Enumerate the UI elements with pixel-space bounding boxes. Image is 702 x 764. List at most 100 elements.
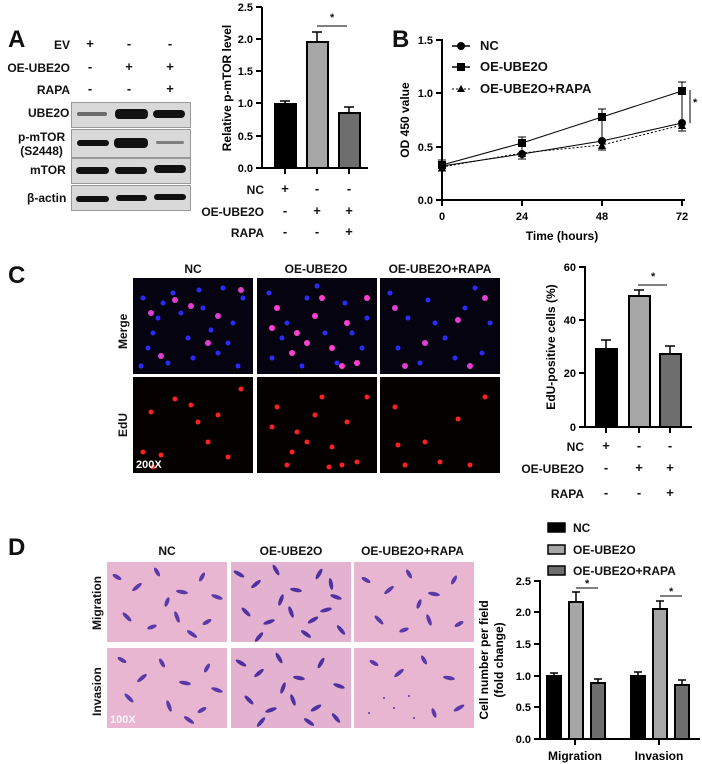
significance-star: * — [330, 12, 335, 24]
blot-row-label-sub: (S2448) — [20, 144, 63, 158]
svg-text:2.0: 2.0 — [516, 607, 531, 619]
svg-text:0.5: 0.5 — [516, 702, 531, 714]
svg-text:2.0: 2.0 — [238, 34, 253, 46]
svg-text:48: 48 — [596, 211, 608, 223]
legend-nc: NC — [573, 521, 591, 535]
merge-image-oe-ube2o — [257, 278, 377, 374]
blot-condition-label: EV — [53, 38, 70, 52]
bar-sign: + — [666, 460, 674, 475]
transwell-bar-chart-svg: 2.5 2.0 1.5 1.0 0.5 0.0 Cell number per fiel… — [477, 522, 700, 763]
blot-condition-label: RAPA — [36, 83, 70, 97]
panel-c-letter: C — [8, 262, 26, 289]
significance-star-invasion: * — [669, 586, 674, 598]
svg-text:0: 0 — [570, 422, 576, 434]
bar-condition-label: NC — [246, 183, 264, 197]
invasion-image-nc: 100X — [107, 648, 227, 728]
column-header: NC — [158, 544, 176, 558]
blot-row-label: p-mTOR (S2448) — [18, 130, 65, 158]
column-header: OE-UBE2O+RAPA — [388, 262, 492, 276]
edu-image-nc: 200X — [133, 377, 253, 473]
svg-text:1.5: 1.5 — [516, 639, 531, 651]
row-label-edu: EdU — [116, 413, 130, 437]
panel-d-letter: D — [8, 534, 26, 561]
bar-sign: - — [636, 438, 642, 453]
blot-sign: - — [87, 59, 93, 74]
magnification-label: 100X — [110, 714, 136, 726]
svg-text:Relative p-mTOR level: Relative p-mTOR level — [220, 25, 234, 152]
blot-row-label: β-actin — [27, 191, 67, 205]
edu-image-oe-ube2o-rapa — [380, 377, 500, 473]
column-header: OE-UBE2O — [259, 544, 323, 558]
svg-text:1.0: 1.0 — [516, 671, 531, 683]
bar-sign: + — [602, 438, 610, 453]
svg-text:OD 450 value: OD 450 value — [398, 82, 412, 158]
bar-sign: + — [313, 203, 321, 218]
invasion-image-oe-ube2o-rapa — [354, 648, 474, 728]
bar-sign: - — [314, 181, 320, 196]
blot-sign: - — [87, 81, 93, 96]
panel-b-letter: B — [392, 26, 410, 53]
blot-strip-mtor — [71, 158, 191, 184]
svg-text:0: 0 — [439, 211, 445, 223]
svg-text:1.0: 1.0 — [418, 88, 433, 100]
svg-text:Cell number per field: Cell number per field — [477, 600, 491, 719]
svg-text:1.5: 1.5 — [418, 35, 433, 47]
svg-text:EdU-positive cells (%): EdU-positive cells (%) — [544, 284, 558, 409]
row-label-migration: Migration — [90, 576, 104, 630]
significance-star: * — [651, 271, 656, 283]
blot-sign: + — [125, 59, 133, 74]
bar-sign: - — [667, 438, 673, 453]
bar-condition-label: RAPA — [550, 487, 584, 501]
od450-line-chart-svg: 1.5 1.0 0.5 0.0 0 24 48 72 Time (hours) OD 450… — [398, 35, 691, 243]
blot-row-label-main: p-mTOR — [18, 130, 66, 144]
merge-image-nc — [133, 278, 253, 374]
blot-sign: + — [166, 81, 174, 96]
svg-text:Time (hours): Time (hours) — [526, 229, 598, 243]
legend-oe-ube2o: OE-UBE2O — [573, 543, 636, 557]
bar-sign: - — [282, 224, 288, 239]
bar-condition-label: RAPA — [230, 226, 264, 240]
blot-sign: - — [126, 81, 132, 96]
merge-image-oe-ube2o-rapa — [380, 278, 500, 374]
magnification-label: 200X — [136, 459, 162, 471]
svg-text:40: 40 — [564, 315, 576, 327]
bar-condition-label: NC — [566, 440, 584, 454]
svg-text:1.0: 1.0 — [238, 98, 253, 110]
legend-oe-ube2o-rapa: OE-UBE2O+RAPA — [480, 81, 592, 96]
svg-text:0.5: 0.5 — [238, 131, 253, 143]
blot-sign: + — [86, 36, 94, 51]
bar-sign: - — [603, 460, 609, 475]
significance-star-migration: * — [585, 578, 590, 590]
bar-sign: + — [345, 224, 353, 239]
bar-condition-label: OE-UBE2O — [521, 462, 584, 476]
blot-sign: + — [166, 59, 174, 74]
column-header: OE-UBE2O+RAPA — [361, 544, 464, 558]
blot-strip-p-mtor — [71, 129, 191, 158]
bar-sign: - — [636, 485, 642, 500]
svg-text:Invasion: Invasion — [635, 749, 684, 763]
bar-sign: + — [281, 181, 289, 196]
svg-text:Migration: Migration — [548, 749, 602, 763]
blot-row-label: UBE2O — [28, 106, 70, 120]
blot-strip-ube2o — [71, 102, 191, 128]
blot-condition-label: OE-UBE2O — [7, 61, 70, 75]
migration-image-oe-ube2o — [231, 562, 351, 642]
bar-sign: + — [345, 203, 353, 218]
edu-bar-chart-svg: 60 40 20 0 EdU-positive cells (%) — [544, 262, 692, 434]
svg-text:60: 60 — [564, 262, 576, 274]
blot-strip-beta-actin — [71, 185, 191, 211]
svg-text:24: 24 — [516, 211, 529, 223]
invasion-image-oe-ube2o — [231, 648, 351, 728]
bar-sign: - — [314, 224, 320, 239]
svg-text:0.0: 0.0 — [418, 195, 433, 207]
bar-sign: - — [346, 181, 352, 196]
svg-text:72: 72 — [676, 211, 688, 223]
blot-sign: - — [167, 36, 173, 51]
migration-image-oe-ube2o-rapa — [354, 562, 474, 642]
svg-text:0.5: 0.5 — [418, 142, 433, 154]
blot-row-label: mTOR — [30, 163, 66, 177]
column-header: OE-UBE2O — [284, 262, 348, 276]
svg-text:(fold change): (fold change) — [492, 622, 506, 697]
edu-image-oe-ube2o — [257, 377, 377, 473]
svg-text:1.5: 1.5 — [238, 66, 253, 78]
